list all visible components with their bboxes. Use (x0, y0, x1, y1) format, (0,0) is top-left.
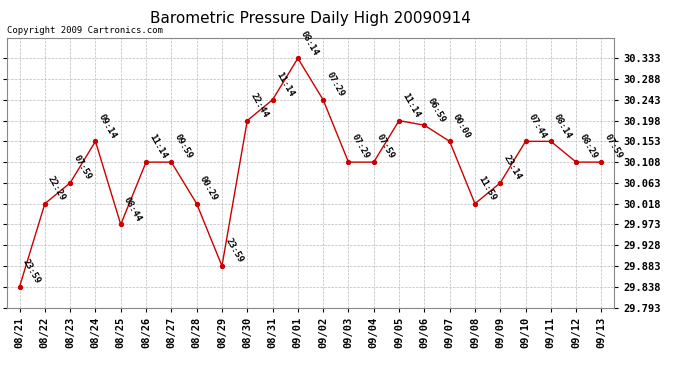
Text: 11:14: 11:14 (400, 92, 422, 119)
Point (191, 201, 202, 207)
Point (545, 138, 556, 144)
Text: 08:29: 08:29 (578, 133, 599, 161)
Point (596, 159, 607, 165)
Point (14, 284, 25, 290)
Text: 07:59: 07:59 (375, 133, 396, 161)
Point (368, 159, 380, 165)
Point (444, 138, 455, 144)
Text: 23:59: 23:59 (21, 258, 42, 285)
Text: 09:14: 09:14 (97, 112, 118, 140)
Point (469, 201, 480, 207)
Text: 00:00: 00:00 (451, 112, 472, 140)
Text: 11:14: 11:14 (274, 70, 295, 98)
Text: 08:44: 08:44 (122, 195, 144, 223)
Point (419, 122, 430, 128)
Text: 07:59: 07:59 (72, 154, 92, 182)
Text: 07:29: 07:29 (350, 133, 371, 161)
Point (39, 201, 50, 207)
Point (65, 180, 76, 186)
Point (241, 118, 253, 124)
Text: 23:14: 23:14 (502, 154, 523, 182)
Point (217, 263, 228, 269)
Point (343, 159, 354, 165)
Text: 07:29: 07:29 (324, 70, 346, 98)
Text: Barometric Pressure Daily High 20090914: Barometric Pressure Daily High 20090914 (150, 11, 471, 26)
Text: 00:29: 00:29 (198, 174, 219, 202)
Text: 22:44: 22:44 (248, 92, 270, 119)
Point (571, 159, 582, 165)
Point (520, 138, 531, 144)
Point (293, 55, 304, 61)
Text: 08:14: 08:14 (552, 112, 573, 140)
Point (166, 159, 177, 165)
Point (495, 180, 506, 186)
Text: 23:59: 23:59 (224, 237, 244, 265)
Point (317, 97, 328, 103)
Point (393, 118, 404, 124)
Point (115, 221, 126, 227)
Text: 22:29: 22:29 (46, 174, 68, 202)
Text: 07:59: 07:59 (603, 133, 624, 161)
Text: 06:59: 06:59 (426, 96, 447, 124)
Text: 07:44: 07:44 (527, 112, 548, 140)
Point (90, 138, 101, 144)
Point (267, 97, 278, 103)
Text: 11:14: 11:14 (148, 133, 168, 161)
Point (141, 159, 152, 165)
Text: 09:59: 09:59 (172, 133, 194, 161)
Text: Copyright 2009 Cartronics.com: Copyright 2009 Cartronics.com (7, 26, 163, 35)
Text: 08:14: 08:14 (299, 29, 320, 57)
Text: 11:59: 11:59 (476, 174, 497, 202)
